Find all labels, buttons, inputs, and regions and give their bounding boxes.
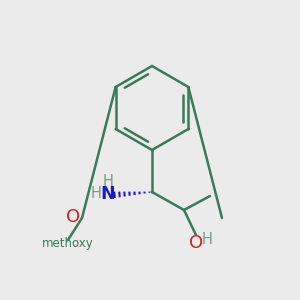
Text: H: H (91, 187, 101, 202)
Text: O: O (66, 208, 80, 226)
Text: H: H (103, 175, 113, 190)
Text: N: N (101, 185, 115, 203)
Text: O: O (189, 234, 203, 252)
Text: methoxy: methoxy (42, 238, 94, 250)
Text: H: H (202, 232, 212, 247)
